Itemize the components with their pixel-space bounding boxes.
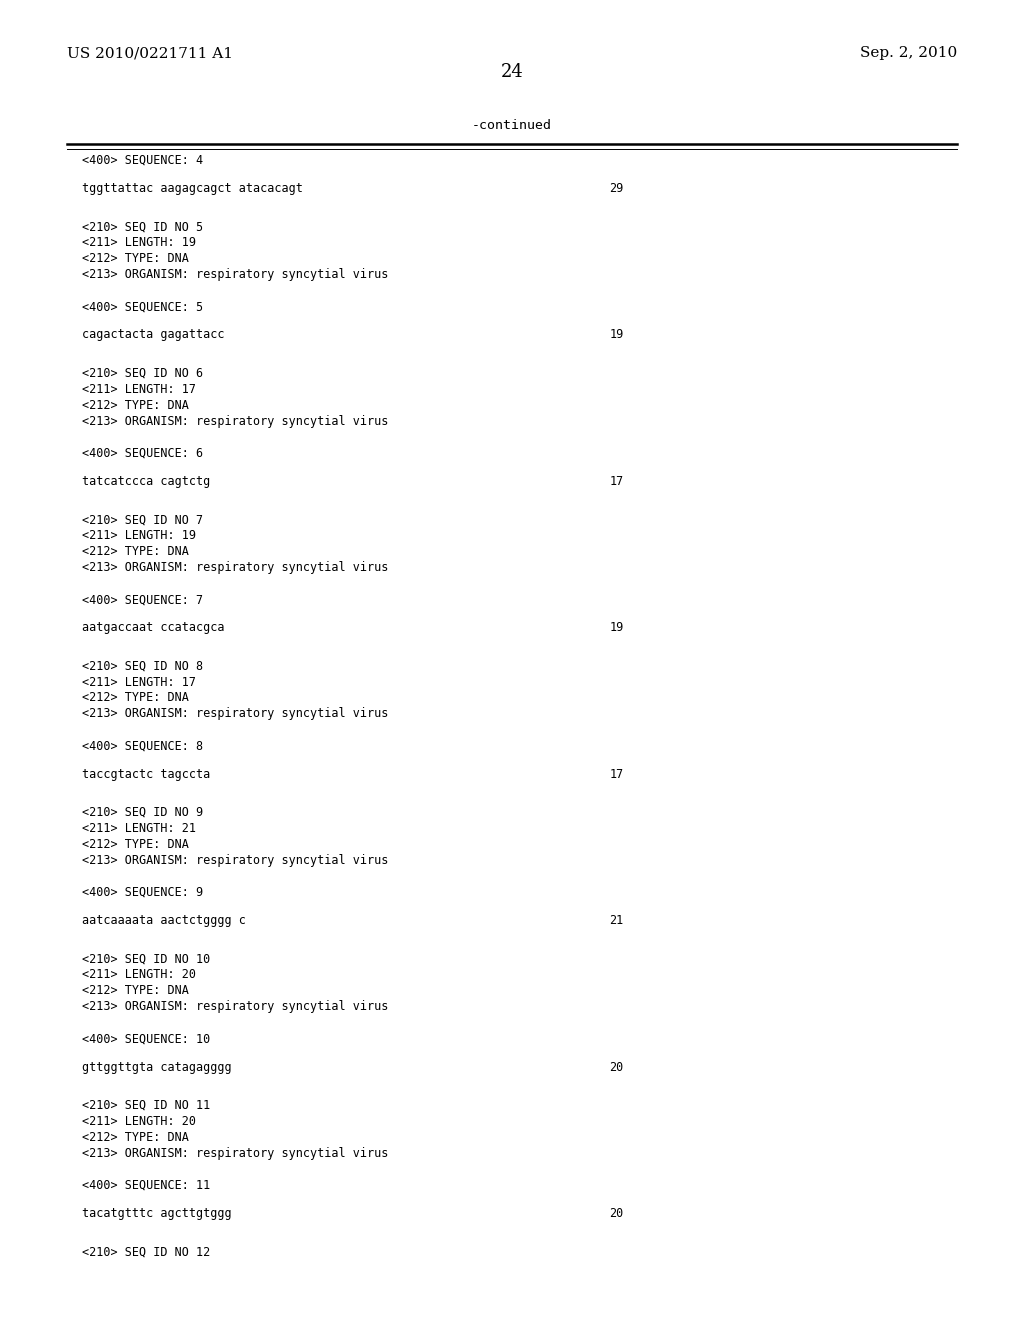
Text: <400> SEQUENCE: 10: <400> SEQUENCE: 10 (82, 1032, 210, 1045)
Text: <213> ORGANISM: respiratory syncytial virus: <213> ORGANISM: respiratory syncytial vi… (82, 561, 388, 574)
Text: <211> LENGTH: 19: <211> LENGTH: 19 (82, 529, 196, 543)
Text: <213> ORGANISM: respiratory syncytial virus: <213> ORGANISM: respiratory syncytial vi… (82, 854, 388, 867)
Text: aatgaccaat ccatacgca: aatgaccaat ccatacgca (82, 622, 224, 635)
Text: aatcaaaata aactctgggg c: aatcaaaata aactctgggg c (82, 915, 246, 927)
Text: 19: 19 (609, 622, 624, 635)
Text: <210> SEQ ID NO 7: <210> SEQ ID NO 7 (82, 513, 203, 527)
Text: 21: 21 (609, 915, 624, 927)
Text: <213> ORGANISM: respiratory syncytial virus: <213> ORGANISM: respiratory syncytial vi… (82, 1147, 388, 1160)
Text: <211> LENGTH: 17: <211> LENGTH: 17 (82, 383, 196, 396)
Text: tatcatccca cagtctg: tatcatccca cagtctg (82, 475, 210, 488)
Text: <212> TYPE: DNA: <212> TYPE: DNA (82, 985, 188, 998)
Text: US 2010/0221711 A1: US 2010/0221711 A1 (67, 46, 232, 61)
Text: <400> SEQUENCE: 9: <400> SEQUENCE: 9 (82, 886, 203, 899)
Text: <212> TYPE: DNA: <212> TYPE: DNA (82, 1131, 188, 1144)
Text: tggttattac aagagcagct atacacagt: tggttattac aagagcagct atacacagt (82, 182, 303, 195)
Text: 29: 29 (609, 182, 624, 195)
Text: <211> LENGTH: 21: <211> LENGTH: 21 (82, 822, 196, 836)
Text: <212> TYPE: DNA: <212> TYPE: DNA (82, 545, 188, 558)
Text: taccgtactc tagccta: taccgtactc tagccta (82, 768, 210, 781)
Text: <210> SEQ ID NO 6: <210> SEQ ID NO 6 (82, 367, 203, 380)
Text: <211> LENGTH: 17: <211> LENGTH: 17 (82, 676, 196, 689)
Text: gttggttgta catagagggg: gttggttgta catagagggg (82, 1061, 231, 1073)
Text: <210> SEQ ID NO 8: <210> SEQ ID NO 8 (82, 660, 203, 672)
Text: <400> SEQUENCE: 7: <400> SEQUENCE: 7 (82, 593, 203, 606)
Text: <213> ORGANISM: respiratory syncytial virus: <213> ORGANISM: respiratory syncytial vi… (82, 268, 388, 281)
Text: 19: 19 (609, 329, 624, 342)
Text: 17: 17 (609, 475, 624, 488)
Text: <400> SEQUENCE: 6: <400> SEQUENCE: 6 (82, 446, 203, 459)
Text: <210> SEQ ID NO 5: <210> SEQ ID NO 5 (82, 220, 203, 234)
Text: 20: 20 (609, 1206, 624, 1220)
Text: <210> SEQ ID NO 12: <210> SEQ ID NO 12 (82, 1245, 210, 1258)
Text: <213> ORGANISM: respiratory syncytial virus: <213> ORGANISM: respiratory syncytial vi… (82, 708, 388, 721)
Text: 20: 20 (609, 1061, 624, 1073)
Text: <210> SEQ ID NO 11: <210> SEQ ID NO 11 (82, 1098, 210, 1111)
Text: <211> LENGTH: 20: <211> LENGTH: 20 (82, 1115, 196, 1127)
Text: <212> TYPE: DNA: <212> TYPE: DNA (82, 692, 188, 705)
Text: -continued: -continued (472, 119, 552, 132)
Text: <400> SEQUENCE: 5: <400> SEQUENCE: 5 (82, 300, 203, 313)
Text: <400> SEQUENCE: 4: <400> SEQUENCE: 4 (82, 153, 203, 166)
Text: cagactacta gagattacc: cagactacta gagattacc (82, 329, 224, 342)
Text: <210> SEQ ID NO 9: <210> SEQ ID NO 9 (82, 807, 203, 818)
Text: <211> LENGTH: 19: <211> LENGTH: 19 (82, 236, 196, 249)
Text: 17: 17 (609, 768, 624, 781)
Text: <213> ORGANISM: respiratory syncytial virus: <213> ORGANISM: respiratory syncytial vi… (82, 1001, 388, 1014)
Text: <210> SEQ ID NO 10: <210> SEQ ID NO 10 (82, 952, 210, 965)
Text: <212> TYPE: DNA: <212> TYPE: DNA (82, 838, 188, 851)
Text: <212> TYPE: DNA: <212> TYPE: DNA (82, 399, 188, 412)
Text: Sep. 2, 2010: Sep. 2, 2010 (860, 46, 957, 61)
Text: <400> SEQUENCE: 11: <400> SEQUENCE: 11 (82, 1179, 210, 1192)
Text: <400> SEQUENCE: 8: <400> SEQUENCE: 8 (82, 739, 203, 752)
Text: <213> ORGANISM: respiratory syncytial virus: <213> ORGANISM: respiratory syncytial vi… (82, 414, 388, 428)
Text: <212> TYPE: DNA: <212> TYPE: DNA (82, 252, 188, 265)
Text: tacatgtttc agcttgtggg: tacatgtttc agcttgtggg (82, 1206, 231, 1220)
Text: 24: 24 (501, 63, 523, 82)
Text: <211> LENGTH: 20: <211> LENGTH: 20 (82, 969, 196, 981)
